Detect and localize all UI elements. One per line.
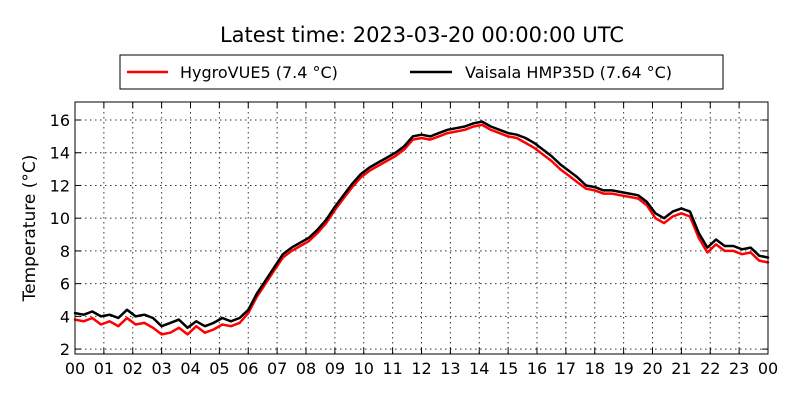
x-tick-label: 12 xyxy=(411,359,431,378)
y-tick-label: 16 xyxy=(50,111,70,130)
x-tick-label: 00 xyxy=(758,359,778,378)
x-tick-label: 17 xyxy=(556,359,576,378)
y-tick-label: 2 xyxy=(60,340,70,359)
x-tick-label: 06 xyxy=(238,359,258,378)
x-tick-label: 18 xyxy=(585,359,605,378)
x-tick-label: 14 xyxy=(469,359,489,378)
y-tick-label: 8 xyxy=(60,242,70,261)
y-tick-label: 10 xyxy=(50,209,70,228)
y-tick-label: 4 xyxy=(60,307,70,326)
y-tick-labels: 2 4 6 8 10 12 14 16 xyxy=(50,111,70,359)
series-line-vaisala xyxy=(73,120,770,330)
x-tick-label: 11 xyxy=(382,359,402,378)
x-tick-labels: 00 01 02 03 04 05 06 07 08 09 10 11 12 13 14 15 16 17 18 19… xyxy=(65,359,778,378)
y-tick-label: 6 xyxy=(60,275,70,294)
x-tick-label: 19 xyxy=(613,359,633,378)
x-tick-label: 08 xyxy=(296,359,316,378)
grid xyxy=(75,102,768,354)
y-tick-label: 12 xyxy=(50,176,70,195)
legend-label-hygrovue5: HygroVUE5 (7.4 °C) xyxy=(180,63,338,82)
x-tick-label: 02 xyxy=(123,359,143,378)
series-line-hygrovue5 xyxy=(73,123,770,336)
x-tick-label: 05 xyxy=(209,359,229,378)
chart-title: Latest time: 2023-03-20 00:00:00 UTC xyxy=(220,23,624,47)
series-lines xyxy=(73,120,770,336)
x-tick-label: 07 xyxy=(267,359,287,378)
x-tick-label: 10 xyxy=(354,359,374,378)
x-tick-label: 20 xyxy=(642,359,662,378)
axis-ticks xyxy=(74,102,769,354)
x-tick-label: 03 xyxy=(151,359,171,378)
legend-label-vaisala: Vaisala HMP35D (7.64 °C) xyxy=(465,63,672,82)
x-tick-label: 04 xyxy=(180,359,200,378)
x-tick-label: 01 xyxy=(94,359,114,378)
x-tick-label: 21 xyxy=(671,359,691,378)
x-tick-label: 16 xyxy=(527,359,547,378)
x-tick-label: 09 xyxy=(325,359,345,378)
y-tick-label: 14 xyxy=(50,144,70,163)
x-tick-label: 23 xyxy=(729,359,749,378)
y-axis-label: Temperature (°C) xyxy=(20,155,40,303)
x-tick-label: 00 xyxy=(65,359,85,378)
x-tick-label: 13 xyxy=(440,359,460,378)
legend: HygroVUE5 (7.4 °C) Vaisala HMP35D (7.64 … xyxy=(119,54,724,90)
x-tick-label: 15 xyxy=(498,359,518,378)
x-tick-label: 22 xyxy=(700,359,720,378)
